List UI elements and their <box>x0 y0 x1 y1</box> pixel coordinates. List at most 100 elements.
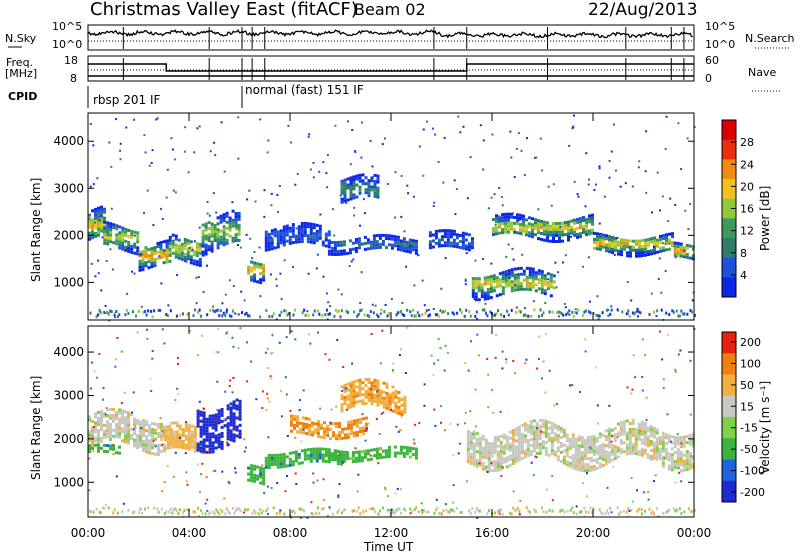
velocity-cell <box>542 510 545 514</box>
power-cell <box>449 229 453 233</box>
velocity-cell <box>166 440 170 444</box>
velocity-cell <box>676 463 680 467</box>
velocity-cell <box>517 431 521 435</box>
power-cell <box>232 285 235 288</box>
power-cell <box>165 248 169 252</box>
power-cell <box>543 232 546 236</box>
power-cell <box>264 242 268 246</box>
power-cell <box>462 125 465 128</box>
velocity-cell <box>676 451 680 455</box>
velocity-cell <box>625 437 629 441</box>
power-cell <box>577 308 580 312</box>
power-cell <box>541 313 543 317</box>
velocity-cell <box>520 432 524 436</box>
velocity-cell <box>214 422 218 426</box>
power-cell <box>611 236 614 239</box>
velocity-cell <box>595 451 599 455</box>
velocity-cell <box>202 432 206 436</box>
power-cell <box>645 191 648 194</box>
velocity-cell <box>574 458 578 462</box>
power-cell <box>222 213 226 217</box>
power-cell <box>349 176 353 180</box>
velocity-cell <box>243 450 246 453</box>
power-cell <box>195 276 198 279</box>
power-cell <box>278 185 281 187</box>
power-cell <box>443 229 447 233</box>
power-cell <box>367 182 371 186</box>
power-cell <box>195 248 199 252</box>
power-cell <box>567 229 570 233</box>
power-cell <box>516 285 520 289</box>
velocity-cell <box>157 423 160 426</box>
colorbar-tick-label: 4 <box>740 269 747 282</box>
velocity-cell <box>496 438 500 442</box>
velocity-cell <box>670 453 674 457</box>
velocity-cell <box>469 458 473 462</box>
velocity-cell <box>529 444 533 448</box>
velocity-cell <box>658 457 662 461</box>
velocity-cell <box>607 512 610 515</box>
power-cell <box>510 274 514 278</box>
velocity-cell <box>577 435 581 439</box>
velocity-cell <box>562 458 566 462</box>
velocity-cell <box>176 356 179 359</box>
velocity-cell <box>163 512 166 516</box>
power-cell <box>144 261 148 265</box>
power-cell <box>418 314 421 318</box>
velocity-cell <box>466 445 470 449</box>
velocity-cell <box>341 461 344 464</box>
power-cell <box>353 214 356 217</box>
power-cell <box>507 221 510 225</box>
velocity-cell <box>314 431 317 435</box>
velocity-cell <box>625 431 629 435</box>
velocity-cell <box>550 431 554 435</box>
power-cell <box>192 259 196 263</box>
velocity-cell <box>205 435 209 439</box>
velocity-cell <box>634 376 637 379</box>
velocity-cell <box>487 442 491 446</box>
velocity-cell <box>538 433 542 437</box>
velocity-cell <box>324 453 328 457</box>
power-cell <box>525 266 529 270</box>
power-cell <box>334 308 337 312</box>
velocity-cell <box>538 445 542 449</box>
velocity-cell <box>311 433 314 437</box>
power-cell <box>279 238 283 242</box>
power-cell <box>136 234 140 238</box>
power-cell <box>359 309 362 313</box>
velocity-cell <box>118 411 121 415</box>
power-cell <box>525 275 529 279</box>
nsearch-label: N.Search <box>745 32 795 45</box>
power-cell <box>91 233 94 237</box>
velocity-cell <box>121 427 124 431</box>
power-cell <box>195 254 199 258</box>
power-cell <box>213 233 217 236</box>
power-cell <box>637 310 640 314</box>
velocity-cell <box>469 434 473 438</box>
power-cell <box>568 309 571 313</box>
power-cell <box>537 278 541 282</box>
power-cell <box>406 184 409 187</box>
power-cell <box>340 182 344 186</box>
velocity-cell <box>196 463 199 466</box>
power-cell <box>471 286 475 289</box>
power-cell <box>434 235 438 239</box>
velocity-cell <box>478 439 482 443</box>
power-cell <box>124 233 128 237</box>
velocity-cell <box>634 437 638 441</box>
velocity-cell <box>178 436 181 439</box>
velocity-cell <box>115 435 118 438</box>
power-cell <box>136 249 140 253</box>
velocity-cell <box>631 421 635 425</box>
velocity-cell <box>569 384 571 387</box>
velocity-cell <box>529 432 533 436</box>
velocity-cell <box>661 461 665 465</box>
velocity-cell <box>493 445 497 449</box>
velocity-cell <box>142 422 145 425</box>
beam-label: Beam 02 <box>354 0 426 19</box>
power-cell <box>567 220 570 224</box>
velocity-cell <box>262 482 266 486</box>
velocity-cell <box>399 445 403 449</box>
velocity-cell <box>618 512 621 516</box>
velocity-cell <box>476 333 479 336</box>
